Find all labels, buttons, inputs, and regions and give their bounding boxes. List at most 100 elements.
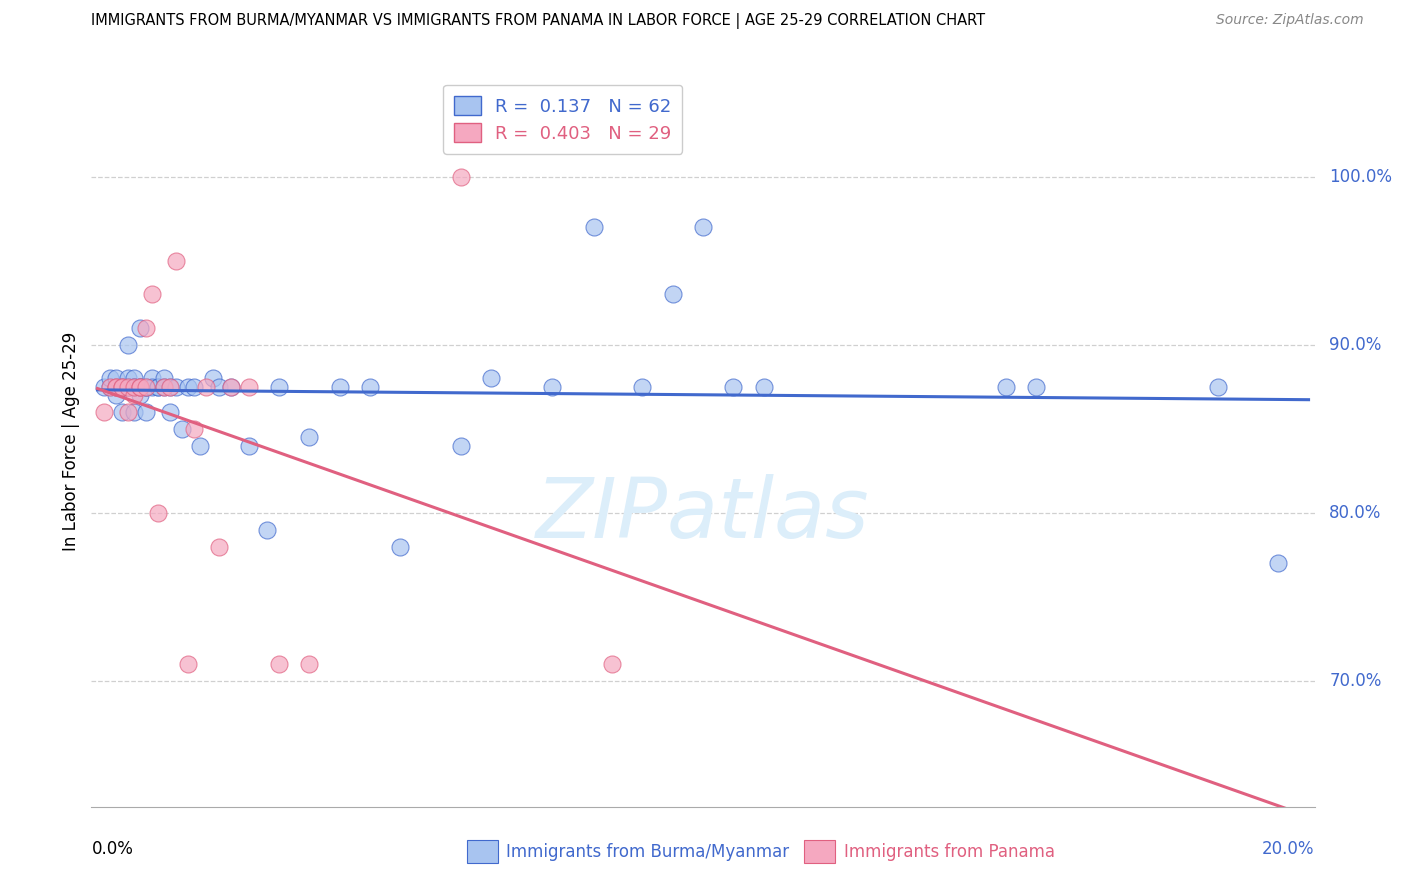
- Point: [359, 380, 381, 394]
- Point: [177, 657, 200, 672]
- Text: 80.0%: 80.0%: [1329, 504, 1382, 522]
- Point: [153, 380, 176, 394]
- Text: 90.0%: 90.0%: [1329, 336, 1382, 354]
- Point: [141, 380, 163, 394]
- Point: [201, 371, 224, 385]
- Point: [298, 430, 321, 444]
- Point: [128, 321, 150, 335]
- Text: 100.0%: 100.0%: [1329, 168, 1392, 186]
- Point: [122, 405, 145, 419]
- Point: [450, 169, 472, 184]
- Legend: R =  0.137   N = 62, R =  0.403   N = 29: R = 0.137 N = 62, R = 0.403 N = 29: [443, 85, 682, 153]
- Point: [159, 380, 181, 394]
- Point: [1267, 557, 1289, 571]
- Point: [269, 380, 291, 394]
- Point: [600, 657, 623, 672]
- Point: [93, 380, 115, 394]
- Point: [269, 657, 291, 672]
- Point: [195, 380, 218, 394]
- Point: [479, 371, 502, 385]
- Point: [98, 380, 121, 394]
- Point: [190, 439, 212, 453]
- Point: [183, 422, 205, 436]
- Text: IMMIGRANTS FROM BURMA/MYANMAR VS IMMIGRANTS FROM PANAMA IN LABOR FORCE | AGE 25-: IMMIGRANTS FROM BURMA/MYANMAR VS IMMIGRA…: [91, 13, 986, 29]
- Text: Immigrants from Panama: Immigrants from Panama: [844, 843, 1054, 861]
- Y-axis label: In Labor Force | Age 25-29: In Labor Force | Age 25-29: [62, 332, 80, 551]
- Point: [1206, 380, 1229, 394]
- Point: [117, 380, 139, 394]
- Point: [128, 380, 150, 394]
- Point: [219, 380, 242, 394]
- Point: [540, 380, 562, 394]
- Text: 20.0%: 20.0%: [1263, 840, 1315, 858]
- Point: [122, 371, 145, 385]
- Point: [135, 380, 157, 394]
- Point: [98, 371, 121, 385]
- Point: [111, 380, 134, 394]
- Point: [1025, 380, 1047, 394]
- Point: [135, 380, 157, 394]
- Point: [238, 380, 260, 394]
- Point: [93, 405, 115, 419]
- Point: [159, 405, 181, 419]
- Point: [661, 287, 683, 301]
- Point: [165, 253, 187, 268]
- Point: [111, 380, 134, 394]
- Point: [135, 405, 157, 419]
- Point: [117, 338, 139, 352]
- Point: [117, 405, 139, 419]
- Point: [298, 657, 321, 672]
- Point: [111, 405, 134, 419]
- Point: [122, 388, 145, 402]
- Point: [122, 380, 145, 394]
- Point: [98, 380, 121, 394]
- Point: [159, 380, 181, 394]
- Point: [122, 380, 145, 394]
- Point: [752, 380, 775, 394]
- Text: Source: ZipAtlas.com: Source: ZipAtlas.com: [1216, 13, 1364, 28]
- Point: [994, 380, 1017, 394]
- Point: [141, 371, 163, 385]
- Point: [111, 380, 134, 394]
- Point: [153, 380, 176, 394]
- Point: [146, 506, 169, 520]
- Text: 70.0%: 70.0%: [1329, 673, 1382, 690]
- Point: [104, 380, 127, 394]
- Point: [238, 439, 260, 453]
- Point: [183, 380, 205, 394]
- Text: Immigrants from Burma/Myanmar: Immigrants from Burma/Myanmar: [506, 843, 789, 861]
- Point: [165, 380, 187, 394]
- Point: [172, 422, 194, 436]
- Text: ZIPatlas: ZIPatlas: [536, 475, 870, 555]
- Point: [128, 380, 150, 394]
- Point: [104, 380, 127, 394]
- Point: [128, 380, 150, 394]
- Point: [219, 380, 242, 394]
- Point: [135, 380, 157, 394]
- Point: [104, 380, 127, 394]
- Point: [135, 321, 157, 335]
- Point: [207, 540, 229, 554]
- Point: [146, 380, 169, 394]
- Text: 0.0%: 0.0%: [91, 840, 134, 858]
- Point: [117, 380, 139, 394]
- Point: [177, 380, 200, 394]
- Point: [631, 380, 654, 394]
- Point: [723, 380, 745, 394]
- Point: [128, 388, 150, 402]
- Point: [329, 380, 352, 394]
- Point: [117, 371, 139, 385]
- Point: [128, 380, 150, 394]
- Point: [582, 220, 605, 235]
- Point: [122, 380, 145, 394]
- Point: [153, 371, 176, 385]
- Point: [450, 439, 472, 453]
- Point: [146, 380, 169, 394]
- Point: [104, 371, 127, 385]
- Point: [141, 287, 163, 301]
- Point: [692, 220, 714, 235]
- Point: [111, 380, 134, 394]
- Point: [256, 523, 278, 537]
- Point: [117, 380, 139, 394]
- Point: [207, 380, 229, 394]
